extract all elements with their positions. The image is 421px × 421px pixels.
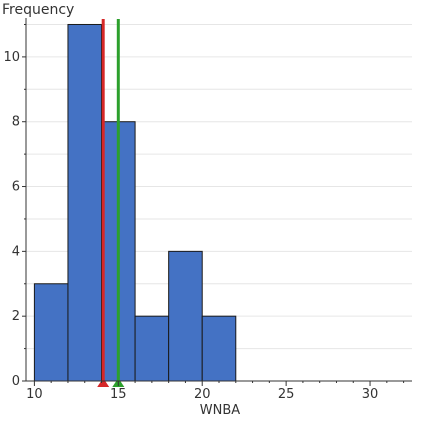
- x-axis-label: WNBA: [200, 403, 240, 418]
- y-tick-label: 6: [12, 180, 20, 195]
- marker-triangle: [97, 378, 110, 387]
- histogram-bar: [134, 315, 170, 382]
- x-tick-label: 10: [26, 387, 43, 402]
- x-tick-label: 25: [278, 387, 295, 402]
- y-tick-label: 0: [12, 374, 20, 389]
- y-axis-label: Frequency: [2, 2, 74, 18]
- x-tick-label: 15: [110, 387, 127, 402]
- histogram-bars: [33, 23, 237, 382]
- x-tick-label: 20: [194, 387, 211, 402]
- histogram-bar: [168, 250, 203, 382]
- histogram-bar: [67, 23, 103, 382]
- histogram-bar: [201, 315, 237, 382]
- axes: 0 2 4 6 8 10 10 15 20 25 30: [3, 18, 412, 402]
- x-tick-label: 30: [362, 387, 379, 402]
- y-tick-label: 2: [12, 309, 20, 324]
- y-tick-label: 4: [12, 244, 20, 259]
- marker-lines: [97, 19, 125, 387]
- y-tick-label: 10: [3, 50, 20, 65]
- y-tick-label: 8: [12, 115, 20, 130]
- histogram-bar: [33, 283, 69, 382]
